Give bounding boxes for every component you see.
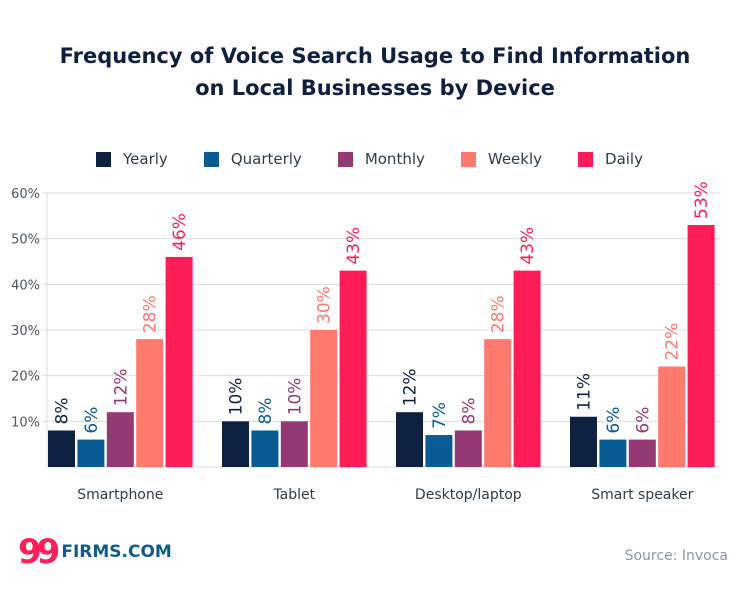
- legend-swatch: [578, 151, 594, 167]
- x-tick-label: Smart speaker: [591, 487, 693, 503]
- data-label: 6%: [633, 407, 653, 434]
- bar-weekly: [136, 339, 164, 467]
- data-label: 8%: [53, 397, 73, 424]
- legend-label: Quarterly: [230, 150, 302, 168]
- legend-label: Weekly: [487, 150, 543, 168]
- data-label: 6%: [604, 407, 624, 434]
- bar-daily: [513, 270, 541, 467]
- bar-weekly: [658, 366, 686, 467]
- data-label: 8%: [459, 397, 479, 424]
- data-label: 12%: [111, 368, 131, 406]
- data-label: 28%: [141, 295, 161, 333]
- bar-weekly: [310, 330, 338, 467]
- data-label: 53%: [692, 181, 712, 219]
- legend-swatch: [96, 151, 111, 167]
- x-tick-label: Smartphone: [77, 487, 163, 503]
- x-tick-label: Tablet: [272, 487, 315, 503]
- bar-quarterly: [251, 430, 279, 467]
- data-label: 6%: [82, 407, 102, 434]
- data-label: 10%: [285, 378, 305, 416]
- title-line-2: on Local Businesses by Device: [195, 76, 555, 100]
- chart-title: Frequency of Voice Search Usage to Find …: [0, 40, 750, 104]
- bar-monthly: [628, 439, 656, 467]
- bar-daily: [165, 256, 193, 467]
- bar-monthly: [106, 412, 134, 467]
- source-text: Source: Invoca: [624, 548, 728, 564]
- data-label: 10%: [227, 378, 247, 416]
- y-tick-label: 20%: [11, 370, 40, 385]
- bar-monthly: [280, 421, 308, 467]
- y-tick-label: 30%: [11, 324, 40, 339]
- bar-monthly: [454, 430, 482, 467]
- bar-daily: [687, 224, 715, 467]
- data-label: 11%: [575, 373, 595, 411]
- legend-item-weekly: Weekly: [460, 150, 543, 168]
- data-label: 22%: [663, 323, 683, 361]
- bar-yearly: [570, 416, 597, 467]
- logo-number: 99: [18, 532, 60, 572]
- y-tick-label: 10%: [11, 415, 40, 430]
- legend-swatch: [460, 151, 476, 167]
- data-label: 8%: [256, 397, 276, 424]
- bar-quarterly: [425, 435, 453, 467]
- data-label: 43%: [344, 227, 364, 265]
- title-line-1: Frequency of Voice Search Usage to Find …: [59, 44, 691, 68]
- data-label: 43%: [518, 227, 538, 265]
- bar-quarterly: [599, 439, 627, 467]
- data-label: 30%: [315, 286, 335, 324]
- y-tick-label: 60%: [11, 187, 40, 202]
- bar-daily: [339, 270, 367, 467]
- bar-yearly: [396, 412, 423, 467]
- legend-item-quarterly: Quarterly: [203, 150, 302, 168]
- legend-item-monthly: Monthly: [337, 150, 425, 168]
- data-label: 7%: [430, 402, 450, 429]
- bar-quarterly: [77, 439, 105, 467]
- legend-label: Monthly: [364, 150, 425, 168]
- legend-swatch: [337, 151, 353, 167]
- data-label: 46%: [170, 213, 190, 251]
- legend-label: Yearly: [123, 150, 168, 168]
- legend-label: Daily: [605, 150, 643, 168]
- bar-yearly: [48, 430, 75, 467]
- data-label: 12%: [401, 368, 421, 406]
- bar-weekly: [484, 339, 512, 467]
- y-tick-label: 50%: [11, 233, 40, 248]
- logo-text: FIRMS.COM: [61, 542, 172, 562]
- y-tick-label: 40%: [11, 278, 40, 293]
- bar-yearly: [222, 421, 249, 467]
- legend-item-daily: Daily: [578, 150, 643, 168]
- legend: Yearly Quarterly Monthly Weekly Daily: [96, 150, 679, 168]
- x-tick-label: Desktop/laptop: [415, 487, 522, 503]
- data-label: 28%: [489, 295, 509, 333]
- logo: 99 FIRMS.COM: [18, 535, 172, 569]
- legend-swatch: [203, 151, 219, 167]
- legend-item-yearly: Yearly: [96, 150, 168, 168]
